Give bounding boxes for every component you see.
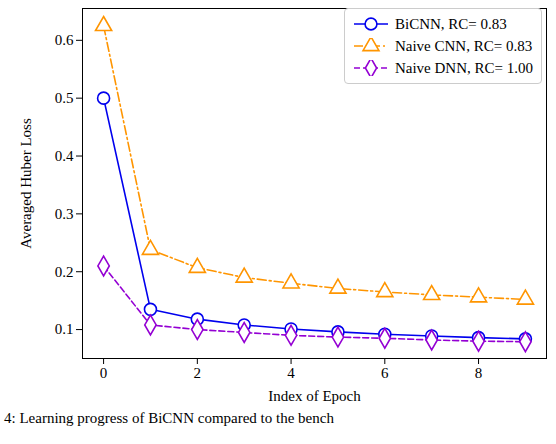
html-text:BiCNN, RC= 0.83: BiCNN, RC= 0.83 bbox=[395, 16, 507, 32]
svg-text:0.5: 0.5 bbox=[55, 90, 74, 106]
svg-text:0.4: 0.4 bbox=[55, 148, 74, 164]
svg-text:0.1: 0.1 bbox=[55, 321, 74, 337]
svg-text:8: 8 bbox=[475, 365, 483, 381]
svg-text:0.6: 0.6 bbox=[55, 32, 74, 48]
svg-text:0.2: 0.2 bbox=[55, 264, 74, 280]
html-text:Naive DNN, RC= 1.00: Naive DNN, RC= 1.00 bbox=[395, 60, 533, 76]
html-text:4: Learning progress of BiCNN: 4: Learning progress of BiCNN compared t… bbox=[4, 410, 334, 426]
svg-text:Index of Epoch: Index of Epoch bbox=[268, 388, 361, 404]
svg-text:4: 4 bbox=[287, 365, 295, 381]
svg-text:6: 6 bbox=[381, 365, 389, 381]
html-text:Naive CNN, RC= 0.83: Naive CNN, RC= 0.83 bbox=[395, 38, 533, 54]
svg-text:0.3: 0.3 bbox=[55, 206, 74, 222]
svg-text:2: 2 bbox=[194, 365, 202, 381]
svg-text:0: 0 bbox=[100, 365, 108, 381]
svg-text:Averaged Huber Loss: Averaged Huber Loss bbox=[18, 118, 34, 249]
